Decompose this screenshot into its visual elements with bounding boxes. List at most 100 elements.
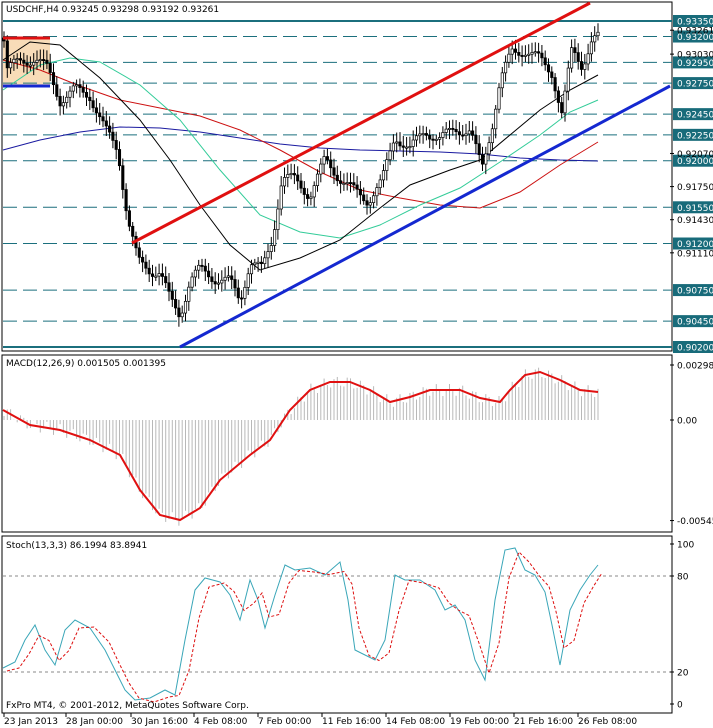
ma-fast-line [2, 57, 599, 239]
candle-body [164, 276, 168, 284]
candle-body [51, 72, 56, 86]
candle-body [335, 174, 339, 182]
candle-body [315, 173, 320, 186]
candle-body [411, 139, 415, 147]
candle-body [32, 62, 36, 66]
level-badge-label: 0.90200 [677, 344, 713, 354]
candle-body [566, 67, 570, 92]
candle-body [246, 273, 250, 288]
candle-body [154, 275, 158, 278]
level-badge-label: 0.92250 [677, 131, 713, 141]
candle-body [296, 174, 300, 182]
candle-body [286, 174, 290, 178]
candle-body [372, 195, 376, 203]
y-axis-label: 0.91110 [677, 249, 713, 259]
candle-body [233, 279, 237, 289]
candle-body [398, 141, 402, 147]
candle-body [276, 208, 280, 230]
candle-body [573, 47, 577, 53]
candle-body [365, 200, 369, 206]
candle-body [352, 182, 356, 186]
x-axis-label: 4 Feb 08:00 [194, 717, 248, 727]
candle-body [447, 127, 452, 130]
level-badge-label: 0.90450 [677, 318, 713, 328]
level-badge [673, 77, 713, 90]
level-badge [673, 341, 713, 353]
candle-body [18, 58, 23, 61]
candle-body [563, 90, 567, 114]
candle-body [385, 159, 389, 171]
candle-body [200, 264, 204, 267]
candle-body [230, 275, 234, 280]
candle-body [339, 180, 343, 184]
lower-trend-line [179, 84, 671, 349]
candle-body [586, 53, 590, 65]
symbol-title: USDCHF,H4 0.93245 0.93298 0.93192 0.9326… [6, 5, 219, 15]
candle-body [355, 184, 359, 190]
candle-body [101, 116, 105, 122]
candle-body [560, 102, 564, 114]
x-axis-label: 14 Feb 08:00 [386, 717, 445, 727]
macd-title: MACD(12,26,9) 0.001505 0.001395 [6, 359, 166, 369]
x-axis-label: 19 Feb 00:00 [450, 717, 509, 727]
candle-body [259, 261, 263, 265]
candle-body [289, 173, 293, 175]
level-badge-label: 0.91550 [677, 204, 713, 214]
candle-body [22, 59, 26, 64]
candle-body [576, 52, 580, 62]
candle-body [527, 53, 531, 56]
level-badge [673, 237, 713, 250]
ma-short-line [2, 41, 599, 271]
candle-body [177, 307, 181, 318]
candle-body [48, 63, 52, 73]
candle-body [269, 245, 273, 252]
level-badge [673, 56, 713, 69]
candle-body [5, 40, 9, 69]
candle-body [190, 276, 194, 288]
candle-body [464, 133, 468, 136]
level-badge [673, 15, 713, 27]
candle-body [111, 131, 115, 141]
candle-body [203, 265, 207, 272]
stoch-panel[interactable] [1, 535, 673, 714]
candle-body [434, 138, 438, 141]
candle-body [187, 286, 191, 302]
candle-body [570, 47, 574, 69]
candle-body [299, 180, 303, 189]
candle-body [240, 297, 244, 300]
candle-body [91, 100, 95, 109]
candle-body [345, 182, 349, 185]
candle-body [137, 247, 141, 258]
candle-body [75, 84, 79, 87]
candle-body [160, 273, 164, 277]
candle-body [589, 41, 593, 55]
candle-body [42, 59, 46, 62]
candle-body [183, 300, 188, 314]
candle-body [494, 108, 498, 130]
level-badge [673, 315, 713, 328]
ma-slow-line [2, 126, 599, 162]
level-badge-label: 0.92750 [677, 80, 713, 90]
candle-body [282, 177, 287, 187]
candle-body [243, 287, 247, 299]
candle-body [216, 282, 221, 285]
candle-body [236, 287, 240, 299]
candle-body [94, 107, 98, 114]
candle-body [84, 91, 89, 98]
candle-body [461, 134, 465, 137]
candle-body [593, 35, 597, 43]
candle-body [273, 229, 277, 246]
candle-body [279, 185, 283, 210]
candle-body [210, 276, 214, 282]
level-badge-label: 0.92450 [677, 111, 713, 121]
candle-body [540, 52, 544, 59]
candle-body [490, 128, 494, 144]
level-badge-label: 0.92000 [677, 157, 713, 167]
candle-body [391, 142, 395, 152]
x-axis-label: 11 Feb 16:00 [322, 717, 381, 727]
candle-body [546, 64, 551, 73]
candle-body [484, 153, 488, 165]
candle-body [213, 281, 217, 285]
candle-body [451, 127, 455, 130]
